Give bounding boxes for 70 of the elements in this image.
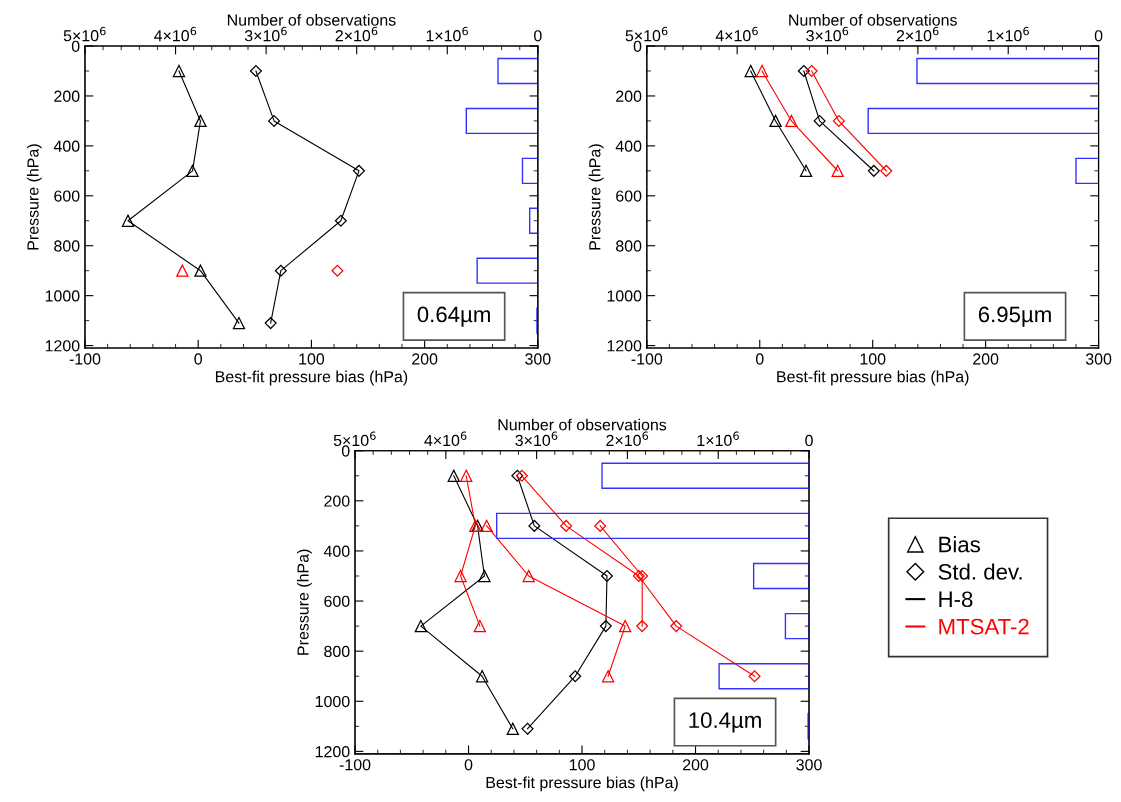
x2-tick-label: 2×10$^{6}$	[606, 431, 649, 447]
x2-tick-label: 3×10$^{6}$	[806, 26, 849, 42]
x-tick-label: 100	[860, 353, 886, 365]
y-axis-title: Pressure (hPa)	[588, 144, 604, 250]
x2-tick-label: 5×10$^{6}$	[625, 26, 668, 42]
y-tick-label: 1000	[315, 695, 350, 708]
y-axis-title: Pressure (hPa)	[296, 549, 312, 655]
x-tick-label: 200	[683, 759, 709, 771]
y-tick-label: 600	[324, 595, 350, 607]
x-axis-title: Best-fit pressure bias (hPa)	[777, 370, 969, 386]
x-tick-label: 300	[796, 759, 822, 771]
x2-tick-label: 5×10$^{6}$	[333, 431, 376, 447]
y-tick-label: 400	[323, 545, 350, 557]
y-tick-label: 800	[324, 645, 350, 658]
x-tick-label: 200	[412, 353, 438, 365]
x2-axis-title: Number of observations	[498, 418, 667, 431]
y-tick-label: 200	[616, 90, 642, 102]
x2-tick-label: 1×10$^{6}$	[697, 431, 739, 447]
legend-label: H-8	[939, 591, 973, 608]
y-tick-label: 1200	[45, 340, 80, 352]
x2-tick-label: 5×10$^{6}$	[63, 26, 106, 42]
x-tick-label: 300	[1085, 353, 1112, 365]
y-tick-label: 0	[341, 445, 350, 457]
y-tick-label: 1000	[607, 290, 642, 302]
x-tick-label: 200	[973, 353, 999, 365]
x2-tick-label: 0	[805, 434, 813, 447]
x2-tick-label: 4×10$^{6}$	[154, 26, 197, 42]
y-tick-label: 400	[615, 140, 642, 152]
y-tick-label: 1200	[315, 746, 350, 758]
x-tick-label: -100	[339, 759, 371, 771]
y-tick-label: 200	[324, 495, 350, 507]
y-tick-label: 400	[53, 140, 80, 152]
x2-tick-label: 2×10$^{6}$	[896, 26, 939, 42]
x2-tick-label: 0	[1094, 30, 1103, 42]
annotation: 0.64µm	[417, 306, 490, 327]
x2-tick-label: 4×10$^{6}$	[715, 26, 758, 42]
x-tick-label: -100	[631, 353, 663, 365]
annotation: 10.4µm	[689, 712, 761, 733]
x2-tick-label: 4×10$^{6}$	[424, 431, 467, 447]
y-tick-label: 1000	[45, 290, 80, 302]
legend-label: Std. dev.	[938, 563, 1022, 580]
legend-label: MTSAT-2	[939, 618, 1029, 635]
x2-tick-label: 3×10$^{6}$	[515, 431, 558, 447]
x2-axis-title: Number of observations	[789, 14, 957, 26]
x-tick-label: -100	[69, 353, 101, 365]
annotation: 6.95µm	[978, 306, 1051, 327]
x-tick-label: 0	[464, 759, 473, 771]
x-tick-label: 0	[755, 353, 764, 365]
y-tick-label: 0	[71, 40, 80, 52]
x2-tick-label: 3×10$^{6}$	[244, 26, 287, 42]
y-tick-label: 800	[616, 240, 642, 252]
y-tick-label: 800	[54, 240, 80, 252]
x2-tick-label: 0	[534, 30, 542, 42]
x2-tick-label: 1×10$^{6}$	[426, 26, 468, 42]
legend-label: Bias	[939, 536, 980, 553]
x-tick-label: 300	[525, 353, 551, 365]
x-axis-title: Best-fit pressure bias (hPa)	[486, 776, 678, 792]
y-tick-label: 0	[633, 40, 642, 52]
x2-tick-label: 2×10$^{6}$	[335, 26, 378, 42]
x-axis-title: Best-fit pressure bias (hPa)	[215, 370, 408, 386]
y-tick-label: 600	[54, 190, 80, 202]
y-tick-label: 600	[616, 190, 642, 202]
y-tick-label: 200	[54, 90, 80, 102]
x-tick-label: 100	[299, 353, 325, 365]
x-tick-label: 0	[194, 353, 203, 365]
y-axis-title: Pressure (hPa)	[26, 144, 42, 250]
y-tick-label: 1200	[607, 340, 642, 352]
x2-tick-label: 1×10$^{6}$	[987, 26, 1029, 42]
x2-axis-title: Number of observations	[227, 14, 396, 26]
x-tick-label: 100	[569, 759, 595, 771]
